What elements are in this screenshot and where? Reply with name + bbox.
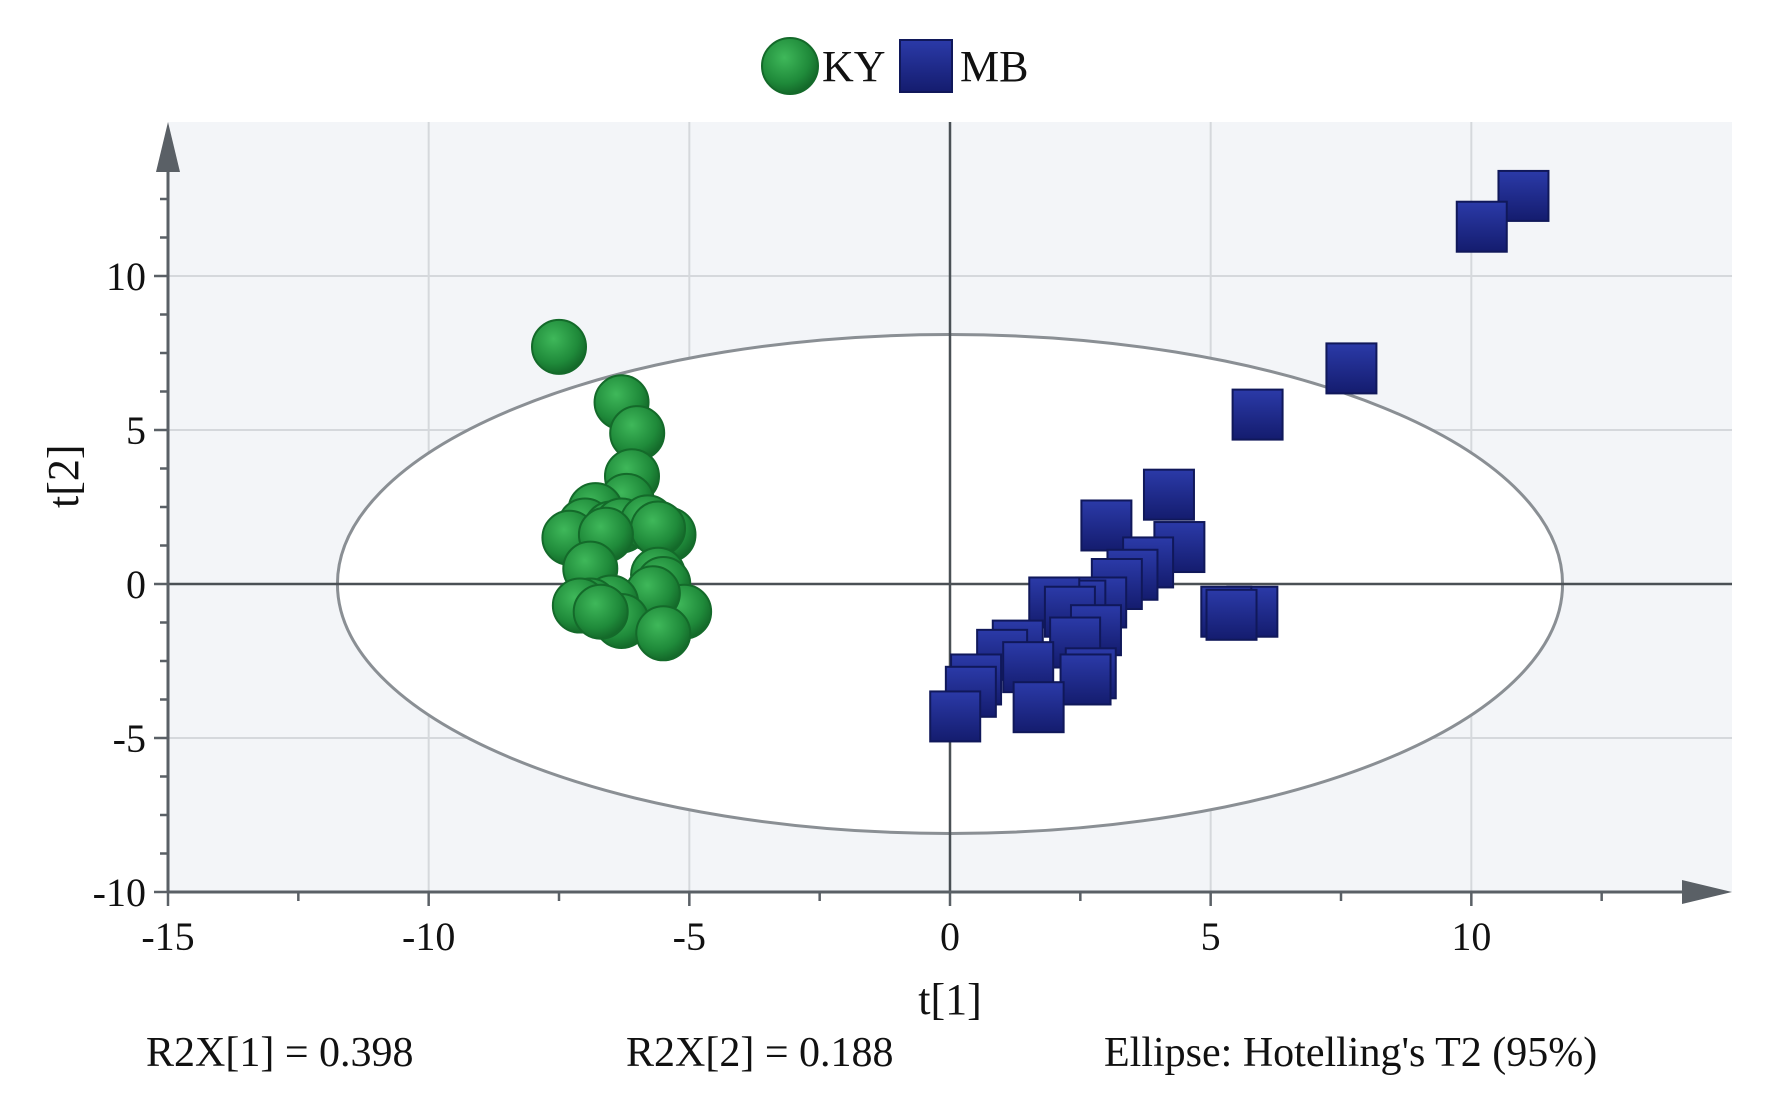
x-axis-title: t[1] bbox=[918, 975, 982, 1024]
data-points bbox=[531, 169, 1550, 743]
legend-marker-ky bbox=[761, 37, 819, 95]
y-axis-title: t[2] bbox=[39, 444, 88, 508]
footer-r2x1: R2X[1] = 0.398 bbox=[146, 1030, 414, 1076]
footer-ellipse-note: Ellipse: Hotelling's T2 (95%) bbox=[1104, 1030, 1597, 1076]
x-tick-label: 10 bbox=[1451, 914, 1491, 959]
legend: KY MB bbox=[761, 37, 1028, 95]
legend-label-ky: KY bbox=[822, 42, 886, 91]
x-tick-label: -10 bbox=[402, 914, 455, 959]
x-tick-label: 0 bbox=[940, 914, 960, 959]
y-tick-label: 5 bbox=[126, 408, 146, 453]
y-tick-label: -10 bbox=[93, 870, 146, 915]
data-point-mb bbox=[1059, 653, 1112, 706]
y-tick-label: 10 bbox=[106, 254, 146, 299]
data-point-mb bbox=[1142, 468, 1195, 521]
data-point-ky bbox=[531, 318, 587, 375]
x-tick-label: 5 bbox=[1201, 914, 1221, 959]
data-point-mb bbox=[929, 690, 982, 743]
x-axis-arrow-icon bbox=[1682, 880, 1732, 904]
footer-r2x2: R2X[2] = 0.188 bbox=[626, 1030, 894, 1076]
legend-marker-mb bbox=[899, 39, 953, 93]
y-tick-label: 0 bbox=[126, 562, 146, 607]
data-point-mb bbox=[1012, 681, 1065, 734]
data-point-mb bbox=[1231, 388, 1284, 441]
legend-label-mb: MB bbox=[960, 42, 1028, 91]
x-tick-label: -5 bbox=[673, 914, 706, 959]
data-point-mb bbox=[1325, 342, 1378, 395]
data-point-ky bbox=[572, 583, 629, 640]
data-point-ky bbox=[635, 605, 692, 662]
y-tick-label: -5 bbox=[113, 716, 146, 761]
data-point-mb bbox=[1455, 200, 1508, 253]
x-tick-label: -15 bbox=[141, 914, 194, 959]
data-point-mb bbox=[1205, 588, 1258, 641]
labels: t[1] t[2] R2X[1] = 0.398 R2X[2] = 0.188 Elli… bbox=[39, 444, 1597, 1076]
